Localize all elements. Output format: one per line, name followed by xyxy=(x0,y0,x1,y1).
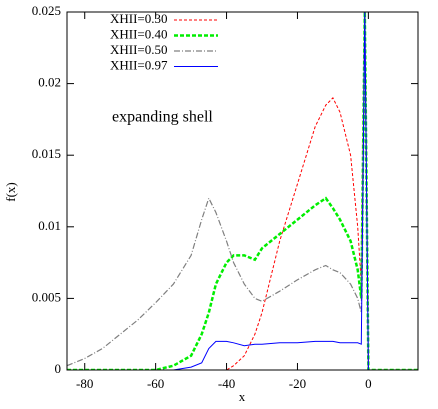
x-tick-label: -40 xyxy=(218,376,235,391)
legend-label: XHII=0.50 xyxy=(110,42,168,57)
x-tick-label: -60 xyxy=(147,376,164,391)
series-line xyxy=(67,12,418,370)
y-tick-label: 0.015 xyxy=(32,146,61,161)
legend-label: XHII=0.30 xyxy=(110,11,168,26)
y-axis-label: f(x) xyxy=(3,182,18,202)
y-tick-label: 0.025 xyxy=(32,3,61,18)
plot-frame xyxy=(66,11,419,371)
annotation: expanding shell xyxy=(112,109,213,126)
y-tick-label: 0.005 xyxy=(32,289,61,304)
x-axis-label: x xyxy=(239,389,246,404)
legend-label: XHII=0.97 xyxy=(110,57,168,72)
series-line xyxy=(67,12,418,370)
x-tick-label: -20 xyxy=(289,376,306,391)
y-tick-label: 0.01 xyxy=(38,218,61,233)
series-line xyxy=(67,12,418,370)
series-line xyxy=(67,12,418,370)
x-tick-label: -80 xyxy=(76,376,93,391)
x-tick-label: 0 xyxy=(365,376,372,391)
y-tick-label: 0.02 xyxy=(38,75,61,90)
y-tick-label: 0 xyxy=(55,361,62,376)
legend-label: XHII=0.40 xyxy=(110,26,168,41)
